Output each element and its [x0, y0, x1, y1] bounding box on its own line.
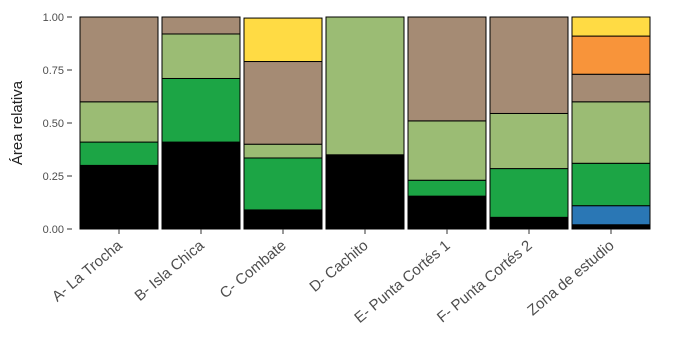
- bar-segment: [243, 157, 323, 211]
- y-axis-title: Área relativa: [9, 80, 26, 165]
- x-category-label: A- La Trocha: [49, 237, 126, 306]
- y-tick-label: 0.25: [43, 171, 64, 183]
- y-tick-label: 0.75: [43, 65, 64, 77]
- bar-segment: [571, 35, 651, 75]
- bar-segment: [79, 141, 159, 166]
- x-category-label: C- Combate: [217, 237, 290, 302]
- bar-segment: [79, 164, 159, 230]
- y-tick-label: 0.50: [43, 118, 64, 130]
- bar-segment: [79, 101, 159, 143]
- bar-segment: [571, 73, 651, 103]
- bar-segment: [243, 143, 323, 159]
- x-category-label: Zona de estudio: [524, 237, 617, 319]
- bar-segment: [243, 209, 323, 230]
- bar-segment: [489, 112, 569, 170]
- bar-segment: [489, 168, 569, 218]
- bar-segment: [161, 33, 241, 79]
- x-category-label: B- Isla Chica: [132, 237, 209, 305]
- bar-segment: [571, 205, 651, 226]
- y-tick-label: 1.00: [43, 12, 64, 24]
- bar-segment: [243, 17, 323, 63]
- bar-segment: [571, 101, 651, 164]
- bar-segment: [325, 154, 405, 230]
- bar-segment: [407, 120, 487, 181]
- y-axis: 0.00 0.25 0.50 0.75 1.00: [43, 12, 72, 236]
- bar-segment: [243, 61, 323, 145]
- bar-segment: [489, 216, 569, 230]
- bar-segment: [161, 16, 241, 35]
- x-category-label: D- Cachito: [306, 237, 371, 296]
- bar-segment: [79, 16, 159, 103]
- y-tick-label: 0.00: [43, 224, 64, 236]
- bar-segment: [407, 16, 487, 122]
- bar-segment: [571, 224, 651, 230]
- bar-segment: [407, 195, 487, 230]
- bar-segment: [325, 16, 405, 156]
- x-axis: A- La Trocha B- Isla Chica C- Combate D- Ca…: [49, 229, 618, 327]
- bars: [79, 16, 651, 230]
- bar-segment: [407, 179, 487, 197]
- bar-segment: [161, 77, 241, 143]
- bar-segment: [489, 16, 569, 114]
- bar-segment: [571, 162, 651, 207]
- bar-segment: [161, 141, 241, 230]
- bar-segment: [571, 16, 651, 37]
